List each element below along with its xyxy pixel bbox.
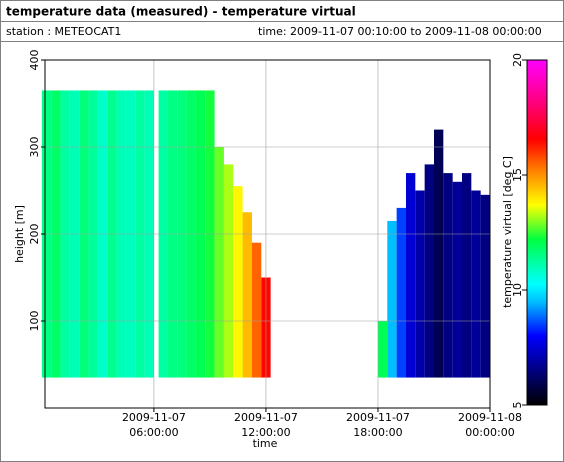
x-tick-label: 06:00:00 — [129, 426, 178, 439]
heat-column — [471, 190, 481, 378]
heat-column — [452, 181, 462, 378]
heat-column — [433, 129, 444, 378]
heat-column — [396, 207, 406, 378]
heat-column — [424, 164, 434, 378]
heat-column — [242, 212, 252, 378]
colorbar-tick-label: 5 — [511, 402, 524, 409]
heat-column — [387, 220, 397, 378]
heat-column — [443, 173, 453, 378]
x-tick-label: 18:00:00 — [353, 426, 402, 439]
colorbar-tick-label: 10 — [511, 283, 524, 297]
plot-border — [44, 59, 491, 409]
heat-column — [461, 173, 472, 378]
heat-column — [377, 321, 388, 378]
x-tick-label: 2009-11-07 — [346, 411, 410, 424]
heat-column — [214, 147, 224, 378]
x-tick-label: 2009-11-07 — [122, 411, 186, 424]
colorbar-tick-label: 15 — [511, 168, 524, 182]
x-tick-label: 12:00:00 — [241, 426, 290, 439]
x-tick-label: 2009-11-07 — [234, 411, 298, 424]
colorbar-label: temperature virtual [deg C] — [501, 156, 514, 308]
y-tick-label: 300 — [28, 137, 41, 158]
heat-column — [223, 164, 234, 378]
y-tick-label: 400 — [28, 50, 41, 71]
x-tick-label: 2009-11-08 — [458, 411, 522, 424]
heat-column — [405, 173, 416, 378]
y-axis-label: height [m] — [13, 205, 26, 263]
y-tick-label: 200 — [28, 224, 41, 245]
heat-column — [251, 242, 262, 378]
colorbar — [526, 59, 548, 406]
x-axis-label: time — [253, 437, 278, 450]
heat-column — [480, 194, 490, 378]
y-tick-label: 100 — [28, 311, 41, 332]
x-tick-label: 00:00:00 — [465, 426, 514, 439]
chart-title: temperature data (measured) - temperatur… — [6, 5, 356, 19]
station: station : METEOCAT1 — [6, 25, 121, 38]
heat-column — [233, 186, 243, 378]
heat-column — [415, 190, 425, 378]
time-range: time: 2009-11-07 00:10:00 to 2009-11-08 … — [258, 25, 542, 38]
colorbar-tick-label: 20 — [511, 53, 524, 67]
